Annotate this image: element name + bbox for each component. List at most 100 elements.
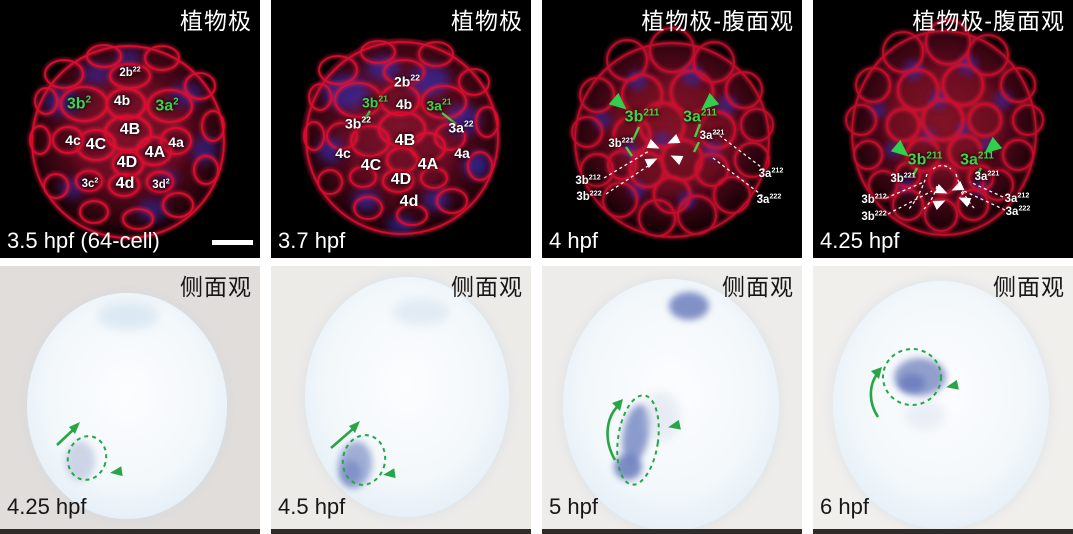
scale-bar [212,240,253,245]
cell-lineage-label: 3b212 [861,192,887,207]
view-label: 侧面观 [451,274,523,300]
green-annotations [606,394,681,486]
cell-lineage-label: 4C [360,157,382,174]
expression-dashed-outline [616,394,660,486]
time-label: 4.25 hpf [820,228,900,253]
cell-lineage-label: 3b222 [861,209,887,224]
cell-lineage-label: 3a221 [699,128,725,143]
cell-lineage-label: 3a212 [758,166,784,181]
green-tick-lines [625,123,702,157]
view-label: 植物极-腹面观 [641,8,794,34]
green-annotations [330,421,396,486]
panel-vegetal-ventral-4hpf: 3b211 3a211 3b221 3a221 3b212 3b222 3a212 3a222… [542,0,802,258]
view-label: 植物极-腹面观 [912,8,1065,34]
cell-lineage-label: 4A [417,156,439,173]
cell-lineage-label: 4D [390,171,412,188]
cell-lineage-label: 4d [399,193,419,210]
white-arrowhead-icon [665,134,680,148]
cell-lineage-label: 3a211 [683,107,717,126]
panel-vegetal-pole-3_7hpf: 2b22 3b21 4b 3a21 3b22 3a22 4B 4c 4C 4A 4a 4D 4d 植物极… [271,0,531,258]
small-arrowhead-icon [946,379,959,390]
cell-lineage-label: 4c [65,132,81,148]
white-arrowhead-icon [646,139,661,153]
time-label: 4.5 hpf [278,494,346,519]
cell-lineage-label: 3a221 [974,169,1000,184]
cell-lineage-label: 4A [144,144,166,161]
white-arrowhead-icon [644,154,659,168]
cell-lineage-label: 3c2 [81,176,99,191]
cell-lineage-label: 3b211 [907,150,943,169]
cell-lineage-label: 3b221 [890,171,916,186]
time-label: 5 hpf [549,494,598,519]
view-label: 侧面观 [180,274,252,300]
panel-lateral-5hpf: 侧面观 5 hpf [542,266,802,534]
time-label: 3.5 hpf (64-cell) [7,228,160,253]
white-arrowhead-icon [949,181,964,195]
white-arrowhead-icon [956,193,971,207]
embryo-insitu-micrograph [24,290,230,522]
time-label: 4.25 hpf [7,494,87,519]
small-arrowhead-icon [110,466,123,477]
embryo-insitu-micrograph [830,278,1052,529]
cell-lineage-label: 4c [335,145,351,161]
embryo-fluorescence-micrograph [813,0,1073,258]
embryo-fluorescence-micrograph [0,0,260,258]
cell-lineage-label: 4C [85,136,107,153]
cell-lineage-label: 4B [119,121,141,138]
animal-pole-stain [669,292,709,320]
cell-lineage-label: 3a222 [756,192,782,207]
time-label: 6 hpf [820,494,869,519]
panel-lateral-6hpf: 侧面观 6 hpf [813,266,1073,534]
cell-lineage-label: 4a [454,145,470,161]
cell-lineage-label: 3a2 [155,96,179,115]
cell-lineage-label: 4b [395,96,413,112]
embryo-fluorescence-micrograph [301,38,501,238]
small-arrowhead-icon [383,468,396,479]
expression-dashed-outline [66,435,108,481]
view-label: 植物极 [180,8,252,34]
green-tick-lines [363,110,457,125]
green-annotations [869,348,959,418]
panel-vegetal-ventral-4_25hpf: 3b211 3a211 3b221 3a221 3b212 3b222 3a212 3a222… [813,0,1073,258]
white-arrowhead-icon [668,151,683,165]
cell-lineage-label: 3b22 [345,114,371,132]
cell-lineage-label: 3a21 [426,96,452,114]
panel-lateral-4_25hpf: 侧面观 4.25 hpf [0,266,260,534]
migration-arrow [56,428,75,446]
leader-lines [603,131,766,197]
expression-dashed-outline [882,348,942,406]
cell-lineage-label: 2b22 [394,72,420,90]
cell-lineage-label: 4b [113,92,131,108]
time-label: 3.7 hpf [278,228,346,253]
cell-lineage-label: 3a22 [448,118,474,136]
view-label: 侧面观 [722,274,794,300]
cell-lineage-label: 3a212 [1004,191,1030,206]
expression-stain [65,441,95,481]
green-annotations [56,422,123,481]
cell-lineage-label: 4B [394,132,416,149]
cell-lineage-label: 3a222 [1005,204,1031,219]
green-tick-lines [911,167,983,177]
embryo-insitu-micrograph [302,274,512,520]
migration-arrow [330,427,355,449]
expression-dashed-outline [341,434,387,486]
cell-lineage-label: 3d2 [152,177,170,192]
embryo-insitu-micrograph [560,276,782,529]
cell-lineage-label: 3b212 [575,173,601,188]
small-arrowhead-icon [668,419,681,430]
expression-stain [894,358,946,430]
cell-lineage-label: 3b2 [66,94,92,113]
cell-lineage-label: 3a211 [960,150,994,169]
white-arrowhead-icon [932,196,947,210]
white-arrowhead-icon [934,184,949,198]
cell-lineage-label: 3b222 [576,189,602,204]
cell-lineage-label: 3b221 [608,136,634,151]
cell-lineage-label: 3b211 [624,107,660,126]
view-label: 植物极 [451,8,523,34]
view-label: 侧面观 [993,274,1065,300]
curved-migration-arrow [606,404,620,461]
cell-lineage-label: 4a [168,134,184,150]
cell-lineage-label: 4d [115,175,135,192]
time-label: 4 hpf [549,228,598,253]
cell-lineage-label: 4D [116,154,138,171]
